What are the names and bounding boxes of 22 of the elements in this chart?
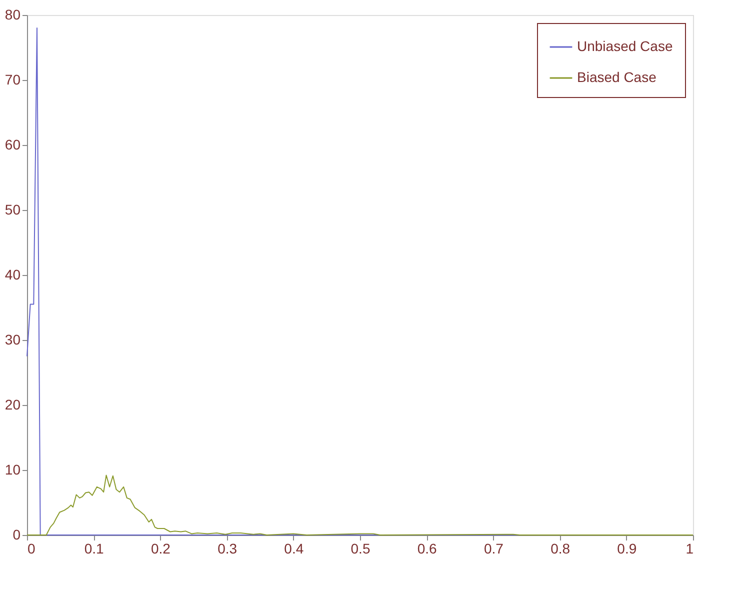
y-tick-label: 80 bbox=[4, 6, 21, 22]
y-tick-label: 40 bbox=[4, 266, 21, 282]
x-tick-label: 0.2 bbox=[150, 540, 171, 556]
x-tick-label: 0.1 bbox=[84, 540, 104, 556]
x-tick-label: 0.5 bbox=[350, 540, 370, 556]
legend-label: Biased Case bbox=[577, 69, 657, 85]
x-tick-label: 0.9 bbox=[617, 540, 637, 556]
y-tick-label: 20 bbox=[4, 396, 21, 412]
x-tick-label: 0.4 bbox=[284, 540, 304, 556]
y-tick-label: 70 bbox=[4, 72, 21, 88]
x-tick-label: 0.3 bbox=[218, 540, 238, 556]
y-tick-label: 10 bbox=[4, 462, 21, 478]
y-tick-label: 60 bbox=[4, 136, 21, 152]
y-tick-label: 0 bbox=[12, 526, 21, 542]
x-tick-label: 0 bbox=[28, 540, 36, 556]
x-tick-label: 0.7 bbox=[484, 540, 504, 556]
y-tick-label: 50 bbox=[4, 202, 21, 218]
x-tick-label: 0.6 bbox=[417, 540, 438, 556]
legend-label: Unbiased Case bbox=[577, 38, 673, 54]
x-tick-label: 0.8 bbox=[550, 540, 570, 556]
y-tick-label: 30 bbox=[4, 332, 21, 348]
x-tick-label: 1 bbox=[686, 540, 694, 556]
